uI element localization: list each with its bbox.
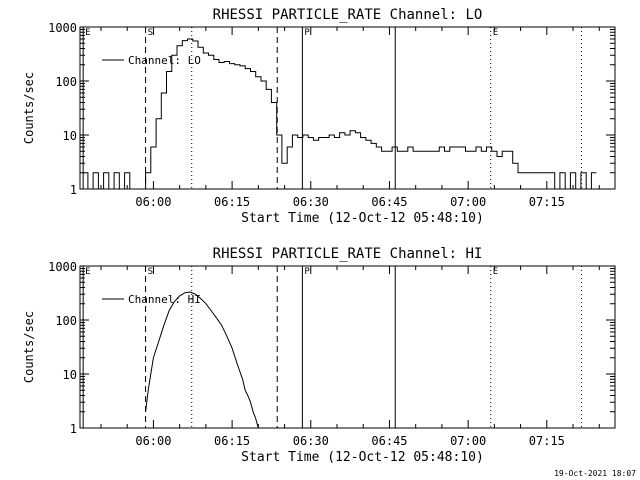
event-marker-label: P bbox=[304, 28, 310, 38]
y-tick-label: 100 bbox=[55, 314, 77, 328]
event-marker-label: S bbox=[148, 28, 153, 38]
y-tick-label: 1 bbox=[70, 422, 77, 436]
y-tick-label: 1 bbox=[70, 183, 77, 197]
x-tick-label: 06:45 bbox=[371, 434, 407, 448]
event-marker-label: S bbox=[148, 267, 153, 277]
event-marker-label: E bbox=[85, 28, 90, 38]
x-tick-label: 06:30 bbox=[293, 195, 329, 209]
data-series-line bbox=[82, 38, 597, 190]
x-tick-label: 06:00 bbox=[135, 195, 171, 209]
x-tick-label: 06:00 bbox=[135, 434, 171, 448]
event-marker-label: P bbox=[304, 267, 310, 277]
legend-entry: Channel: HI bbox=[128, 293, 201, 306]
legend-entry: Channel: LO bbox=[128, 54, 201, 67]
plot-frame bbox=[79, 26, 616, 190]
chart-panel-2: RHESSI PARTICLE_RATE Channel: HI Start Ti… bbox=[22, 246, 616, 465]
x-tick-label: 06:30 bbox=[293, 434, 329, 448]
x-tick-label: 07:00 bbox=[450, 434, 486, 448]
x-axis-label: Start Time (12-Oct-12 05:48:10) bbox=[241, 450, 484, 465]
y-tick-label: 10 bbox=[63, 129, 77, 143]
chart-title: RHESSI PARTICLE_RATE Channel: LO bbox=[213, 7, 483, 23]
event-marker-label: E bbox=[85, 267, 90, 277]
data-series-line bbox=[145, 291, 259, 429]
y-tick-label: 100 bbox=[55, 75, 77, 89]
x-tick-label: 07:15 bbox=[529, 434, 565, 448]
event-marker-label: E bbox=[493, 267, 498, 277]
event-marker-label: E bbox=[493, 28, 498, 38]
chart-panel-1: RHESSI PARTICLE_RATE Channel: LO Start Ti… bbox=[22, 7, 616, 226]
y-tick-label: 1000 bbox=[48, 21, 77, 35]
y-tick-label: 10 bbox=[63, 368, 77, 382]
x-tick-label: 06:15 bbox=[214, 195, 250, 209]
footer-date: 19-Oct-2021 18:07 bbox=[554, 469, 636, 478]
x-tick-label: 06:15 bbox=[214, 434, 250, 448]
y-axis-label: Counts/sec bbox=[22, 311, 36, 383]
x-axis-label: Start Time (12-Oct-12 05:48:10) bbox=[241, 211, 484, 226]
plot-frame bbox=[79, 265, 616, 429]
x-tick-label: 07:15 bbox=[529, 195, 565, 209]
y-tick-label: 1000 bbox=[48, 260, 77, 274]
x-tick-label: 06:45 bbox=[371, 195, 407, 209]
chart-title: RHESSI PARTICLE_RATE Channel: HI bbox=[213, 246, 483, 262]
y-axis-label: Counts/sec bbox=[22, 72, 36, 144]
x-tick-label: 07:00 bbox=[450, 195, 486, 209]
